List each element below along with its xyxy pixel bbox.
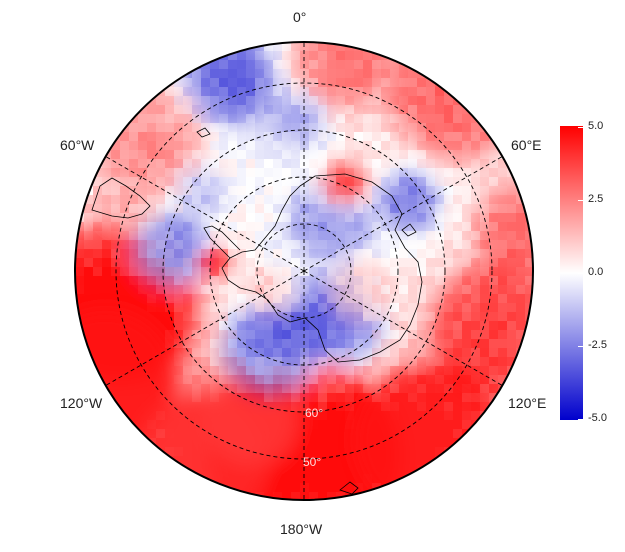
colorbar-tick-mark (578, 200, 583, 201)
colorbar-tick-5: 5.0 (588, 120, 604, 132)
colorbar-tick-mark (578, 273, 583, 274)
map-boundary (74, 41, 534, 501)
lat-label-50: 50° (303, 455, 322, 469)
colorbar-tick-mark (578, 127, 583, 128)
coastline (91, 127, 423, 495)
lon-label-0: 0° (293, 9, 307, 25)
colorbar-tick-neg2-5: -2.5 (588, 339, 607, 351)
lon-label-60w: 60°W (60, 137, 95, 153)
lon-label-120w: 120°W (60, 395, 103, 411)
lon-label-60e: 60°E (511, 137, 542, 153)
colorbar (560, 126, 583, 420)
lon-label-120e: 120°E (508, 395, 547, 411)
lat-label-60: 60° (305, 406, 324, 420)
anomaly-field (75, 42, 533, 500)
graticule (105, 42, 503, 500)
colorbar-tick-0: 0.0 (588, 266, 604, 278)
colorbar-tick-neg5: -5.0 (588, 412, 607, 424)
colorbar-tick-mark (578, 419, 583, 420)
colorbar-tick-2-5: 2.5 (588, 193, 604, 205)
colorbar-tick-mark (578, 346, 583, 347)
lon-label-180w: 180°W (280, 521, 323, 537)
